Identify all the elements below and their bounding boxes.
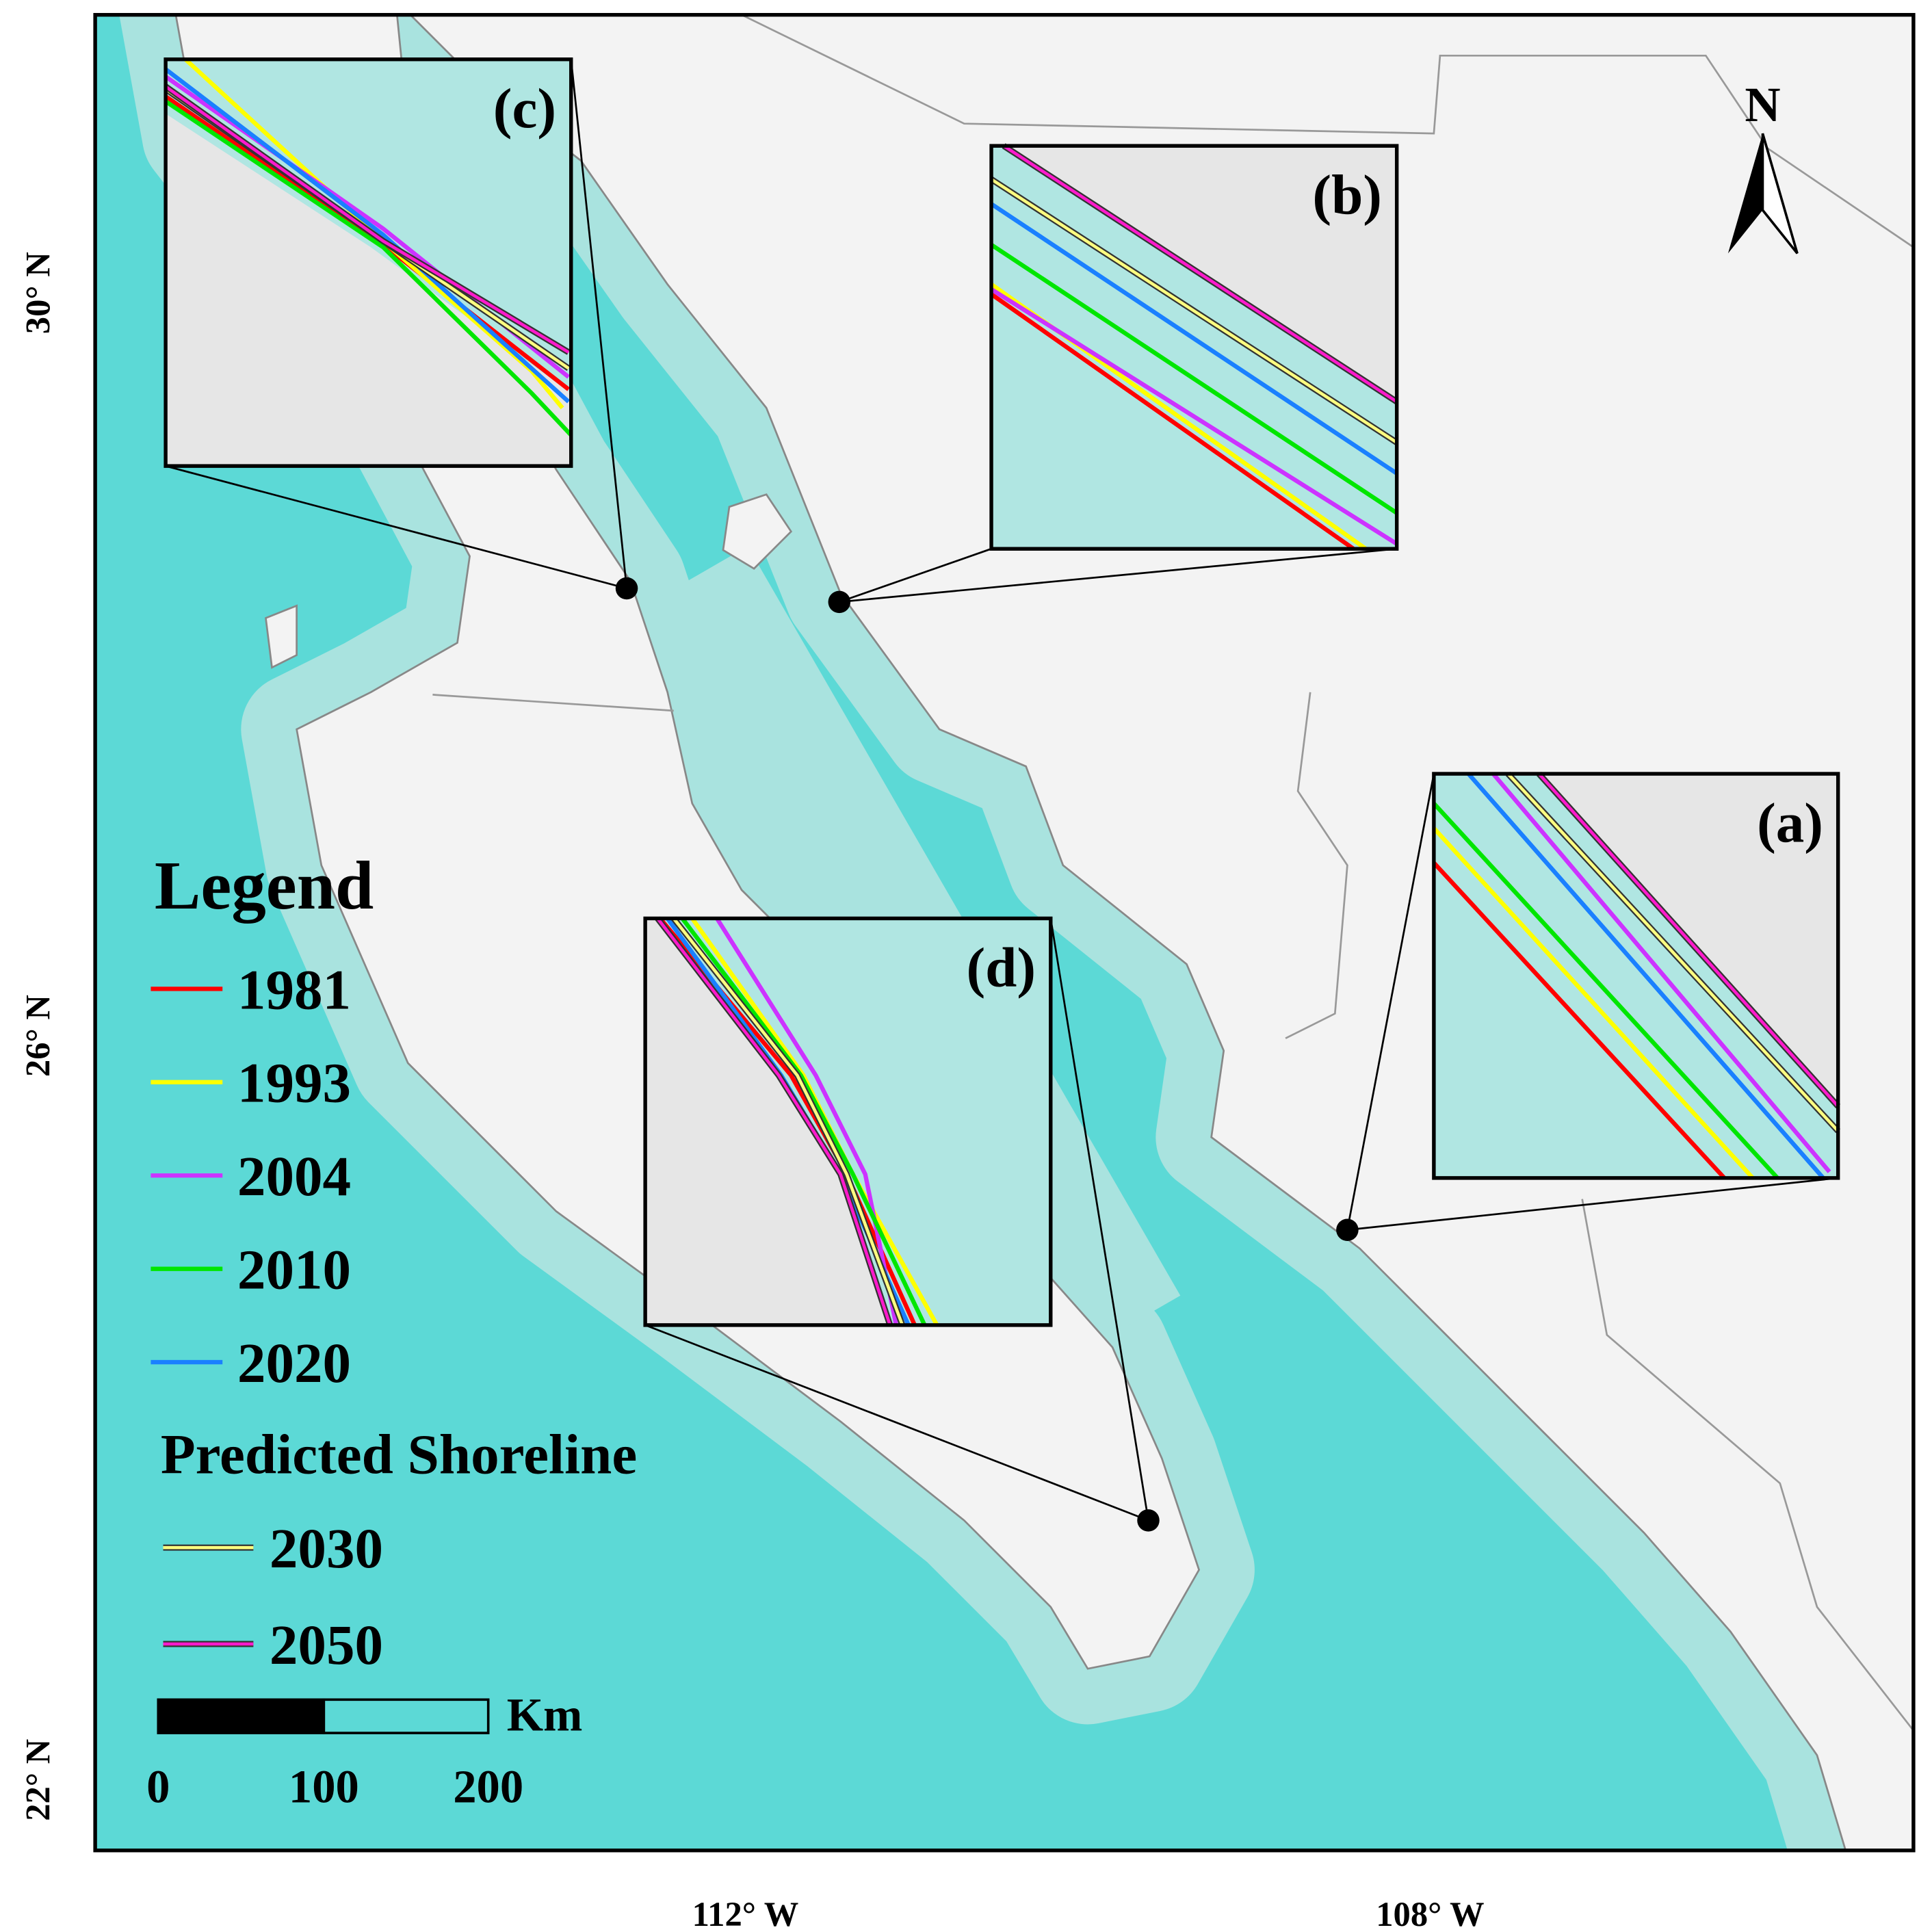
inset-shoreline (1002, 144, 1398, 404)
north-label: N (1745, 77, 1780, 132)
connector (1346, 773, 1435, 1231)
inset-label: (b) (1312, 164, 1382, 226)
legend-subtitle: Predicted Shoreline (161, 1423, 637, 1486)
scale-unit: Km (507, 1688, 583, 1740)
inset-shoreline (1432, 861, 1726, 1180)
inset-shoreline (656, 917, 892, 1326)
inset-label: (a) (1757, 791, 1823, 854)
site-point (1336, 1218, 1359, 1242)
overlay: 30° N 26° N 22° N 112° W 108° W (c) (b) (a) (d) L… (18, 57, 1841, 1932)
connector (839, 547, 1397, 603)
inset-frame (164, 57, 573, 468)
connector (570, 59, 628, 589)
inset-shoreline (990, 243, 1398, 515)
latitude-label: 30° N (18, 252, 57, 334)
inset-shoreline (1432, 802, 1779, 1180)
north-arrow (1761, 133, 1799, 254)
inset-frame (643, 916, 1053, 1327)
connector (165, 465, 627, 590)
north-arrow (1727, 133, 1763, 254)
inset-shoreline (1537, 772, 1840, 1108)
inset-shoreline (1491, 772, 1831, 1173)
longitude-label: 112° W (692, 1895, 799, 1932)
scale-bar-segment (157, 1698, 326, 1734)
inset-shoreline (164, 85, 570, 354)
inset-shoreline (672, 917, 904, 1326)
legend-label: 2010 (237, 1238, 351, 1301)
scale-bar-segment (322, 1698, 490, 1734)
legend-label: 2050 (270, 1613, 383, 1676)
site-point (615, 577, 638, 600)
latitude-label: 26° N (18, 995, 57, 1077)
scale-label: 200 (453, 1760, 523, 1812)
legend-label: 2004 (237, 1145, 351, 1208)
inset-shoreline (1467, 772, 1825, 1179)
inset-shoreline (990, 292, 1355, 551)
legend-label: 2020 (237, 1331, 351, 1394)
map-frame (93, 12, 1916, 1853)
legend-label: 1981 (237, 958, 351, 1021)
connector (644, 1324, 1149, 1522)
inset-label: (d) (967, 936, 1036, 999)
scale-label: 100 (289, 1760, 359, 1812)
inset-shoreline (990, 202, 1398, 475)
inset-land (166, 114, 571, 467)
connector (1347, 1177, 1838, 1231)
legend-label: 2030 (270, 1517, 383, 1580)
scale-label: 0 (146, 1760, 170, 1812)
inset-shoreline (183, 57, 564, 410)
inset-label: (c) (493, 77, 556, 140)
inset-shoreline (1506, 772, 1840, 1132)
longitude-label: 108° W (1376, 1895, 1484, 1932)
inset-frame (1432, 772, 1840, 1180)
inset-shoreline (164, 99, 573, 437)
inset-shoreline (680, 917, 927, 1327)
connector (839, 547, 992, 603)
inset-shoreline (990, 287, 1398, 546)
inset-land (645, 918, 890, 1325)
inset-shoreline (990, 178, 1398, 444)
inset-shoreline (1432, 826, 1755, 1179)
connector (1049, 918, 1149, 1521)
latitude-label: 22° N (18, 1739, 57, 1821)
legend-title: Legend (155, 847, 374, 924)
inset-shoreline (715, 917, 899, 1326)
site-point (828, 590, 851, 614)
site-point (1137, 1509, 1160, 1532)
legend-label: 1993 (237, 1052, 351, 1114)
inset-frame (989, 144, 1399, 551)
inset-shoreline (164, 67, 571, 404)
